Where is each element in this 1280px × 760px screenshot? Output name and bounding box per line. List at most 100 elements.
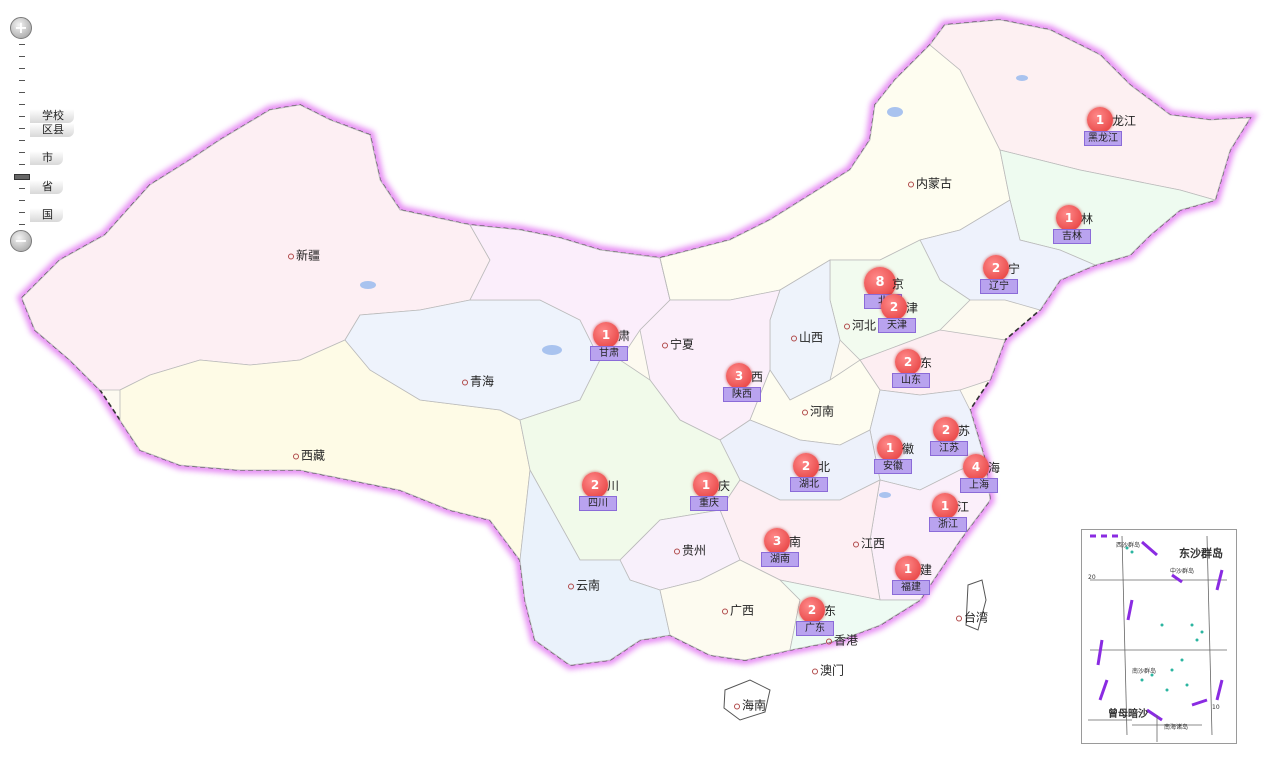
inset-label-zengmu: 曾母暗沙 (1108, 709, 1148, 720)
zoom-tick (19, 68, 25, 69)
province-label-neimenggu[interactable]: 内蒙古 (908, 175, 952, 192)
province-label-guangxi[interactable]: 广西 (722, 602, 754, 619)
province-label-xianggang[interactable]: 香港 (826, 632, 858, 649)
count-bubble: 2 (799, 597, 825, 623)
province-name-tail: 林 (1081, 212, 1094, 226)
count-label: 2 (991, 261, 1001, 275)
province-label-henan[interactable]: 河南 (802, 403, 834, 420)
lake (879, 492, 891, 498)
province-label-aomen[interactable]: 澳门 (812, 662, 844, 679)
lake (887, 107, 903, 117)
province-name-tail: 肃 (618, 329, 631, 343)
count-label: 1 (903, 562, 913, 576)
count-label: 8 (875, 275, 885, 290)
count-bubble: 3 (764, 528, 790, 554)
zoom-level-county[interactable]: 区县 (30, 123, 74, 137)
province-label-xinjiang[interactable]: 新疆 (288, 247, 320, 264)
province-name-tail: 津 (906, 301, 919, 315)
zoom-tick (19, 200, 25, 201)
count-bubble: 4 (963, 454, 989, 480)
zoom-tick (19, 92, 25, 93)
zoom-tick (19, 80, 25, 81)
count-label: 2 (807, 603, 817, 617)
zoom-tick (19, 44, 25, 45)
count-bubble: 1 (932, 493, 958, 519)
province-name-tail: 东 (920, 356, 933, 370)
count-bubble: 2 (983, 255, 1009, 281)
province-tag: 山东 (892, 373, 930, 388)
zoom-tick (19, 164, 25, 165)
zoom-slider[interactable] (19, 44, 25, 230)
count-label: 1 (940, 499, 950, 513)
count-bubble: 8 (864, 267, 896, 299)
province-label-jiangxi[interactable]: 江西 (853, 535, 885, 552)
count-bubble: 1 (593, 322, 619, 348)
inset-title: 东沙群岛 (1179, 547, 1223, 560)
province-label-xizang[interactable]: 西藏 (293, 447, 325, 464)
region-gansu (469, 224, 671, 361)
zoom-tick (19, 140, 25, 141)
province-tag: 湖南 (761, 552, 799, 567)
zoom-tick (19, 224, 25, 225)
lake (542, 345, 562, 355)
zoom-level-country[interactable]: 国 (30, 208, 63, 222)
count-bubble: 1 (877, 435, 903, 461)
province-label-guizhou[interactable]: 贵州 (674, 542, 706, 559)
province-name-tail: 南 (789, 535, 802, 549)
count-bubble: 1 (693, 472, 719, 498)
lake (360, 281, 376, 289)
zoom-level-city[interactable]: 市 (30, 151, 63, 165)
province-label-taiwan[interactable]: 台湾 (956, 609, 988, 626)
province-name-tail: 宁 (1008, 262, 1021, 276)
zoom-slider-handle[interactable] (14, 174, 30, 180)
province-tag: 吉林 (1053, 229, 1091, 244)
zoom-in-button[interactable]: + (10, 17, 32, 39)
inset-label-zhongsha: 中沙群岛 (1170, 568, 1195, 575)
province-name-tail: 京 (892, 277, 905, 291)
count-label: 2 (903, 355, 913, 369)
province-label-hainan[interactable]: 海南 (734, 697, 766, 714)
inset-lat-10: 10 (1212, 704, 1220, 711)
zoom-level-province[interactable]: 省 (30, 180, 63, 194)
province-name-tail: 徽 (902, 442, 915, 456)
inset-lat-20: 20 (1088, 574, 1096, 581)
zoom-tick (19, 116, 25, 117)
province-label-qinghai[interactable]: 青海 (462, 373, 494, 390)
count-bubble: 1 (895, 556, 921, 582)
province-name-tail: 海 (988, 461, 1001, 475)
count-label: 1 (1064, 211, 1074, 225)
zoom-tick (19, 128, 25, 129)
province-label-yunnan[interactable]: 云南 (568, 577, 600, 594)
province-tag: 湖北 (790, 477, 828, 492)
province-tag: 浙江 (929, 517, 967, 532)
zoom-tick (19, 188, 25, 189)
count-bubble: 2 (582, 472, 608, 498)
province-name-tail: 江 (957, 500, 970, 514)
province-tag: 天津 (878, 318, 916, 333)
province-tag: 陕西 (723, 387, 761, 402)
province-name-tail: 庆 (718, 479, 731, 493)
province-tag: 辽宁 (980, 279, 1018, 294)
province-tag: 重庆 (690, 496, 728, 511)
count-bubble: 2 (793, 453, 819, 479)
province-tag: 四川 (579, 496, 617, 511)
province-tag: 广东 (796, 621, 834, 636)
zoom-level-school[interactable]: 学校 (30, 109, 74, 123)
province-name-tail: 北 (818, 460, 831, 474)
province-label-hebei[interactable]: 河北 (844, 317, 876, 334)
province-label-shanxi[interactable]: 山西 (791, 329, 823, 346)
inset-label-xisha: 西沙群岛 (1116, 542, 1141, 549)
zoom-tick (19, 212, 25, 213)
inset-map (1088, 534, 1227, 742)
count-bubble: 1 (1087, 107, 1113, 133)
province-label-ningxia[interactable]: 宁夏 (662, 336, 694, 353)
count-bubble: 2 (895, 349, 921, 375)
count-label: 4 (971, 460, 981, 474)
zoom-tick (19, 152, 25, 153)
count-label: 2 (941, 423, 951, 437)
province-name-tail: 建 (920, 563, 933, 577)
province-tag: 黑龙江 (1084, 131, 1122, 146)
zoom-out-button[interactable]: − (10, 230, 32, 252)
count-bubble: 2 (933, 417, 959, 443)
inset-label-nanhai: 南海诸岛 (1164, 724, 1189, 731)
